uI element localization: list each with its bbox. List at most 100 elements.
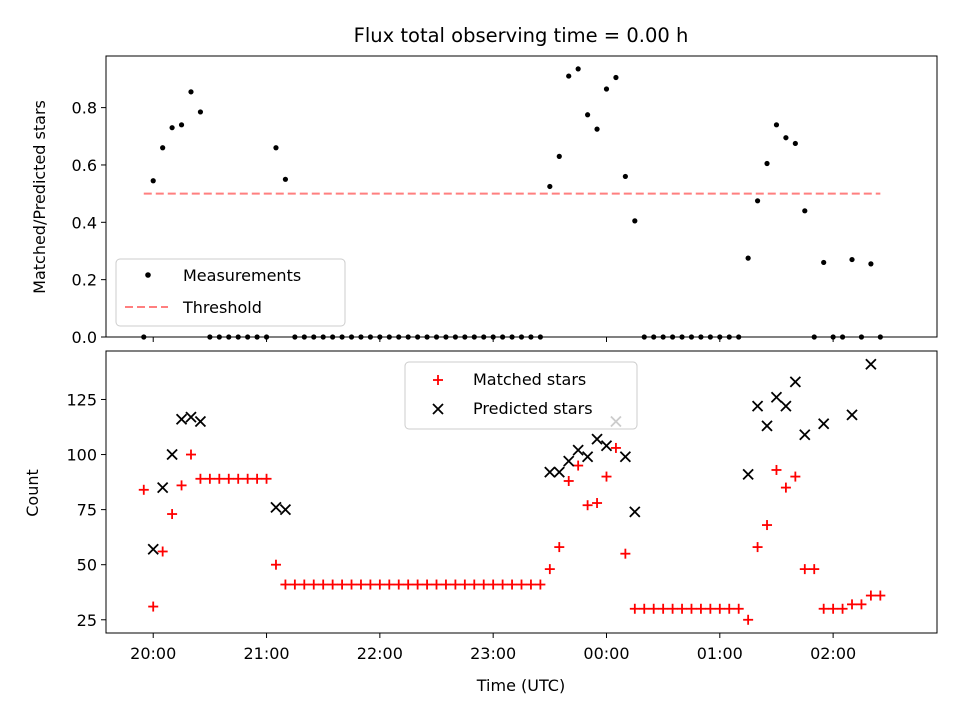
measurement-point — [537, 334, 543, 340]
measurement-point — [226, 334, 232, 340]
matched-star-point — [214, 473, 225, 484]
predicted-star-point — [572, 444, 584, 456]
matched-star-point — [497, 579, 508, 590]
predicted-star-point — [742, 468, 754, 481]
predicted-star-point — [846, 409, 858, 421]
ratio-y-tick-label: 0.8 — [72, 99, 97, 118]
measurement-point — [424, 334, 430, 340]
measurement-point — [452, 334, 458, 340]
matched-star-point — [677, 603, 688, 614]
legend-predicted-marker — [432, 403, 444, 415]
matched-star-point — [686, 603, 697, 614]
matched-star-point — [752, 542, 763, 553]
matched-star-point — [762, 520, 773, 531]
matched-star-point — [431, 579, 442, 590]
count-plot-frame — [105, 350, 938, 634]
measurement-point — [622, 173, 628, 180]
measurement-point — [679, 334, 685, 340]
matched-star-point — [610, 442, 621, 453]
predicted-star-point — [563, 455, 575, 467]
matched-star-point — [393, 579, 404, 590]
measurement-point — [160, 145, 166, 151]
measurement-point — [443, 334, 449, 340]
count-x-tick-label: 22:00 — [357, 644, 403, 663]
matched-star-point — [629, 603, 640, 614]
matched-star-point — [648, 603, 659, 614]
predicted-star-point — [185, 411, 197, 423]
predicted-star-point — [818, 418, 830, 430]
measurement-point — [783, 135, 789, 141]
matched-star-point — [799, 564, 810, 575]
matched-star-point — [695, 603, 706, 614]
matched-star-point — [743, 614, 754, 625]
count-legend-box — [404, 361, 638, 430]
measurement-point — [415, 334, 421, 340]
ratio-plot-area — [141, 66, 883, 340]
measurement-point — [811, 334, 817, 340]
ratio-y-tick-label: 0.2 — [72, 271, 97, 290]
matched-star-point — [422, 579, 433, 590]
matched-star-point — [138, 484, 149, 495]
measurement-point — [858, 334, 865, 340]
matched-star-point — [148, 601, 159, 612]
predicted-star-point — [157, 481, 169, 494]
measurement-point — [669, 334, 676, 340]
measurement-point — [150, 178, 156, 184]
matched-star-point — [252, 473, 263, 484]
matched-star-point — [261, 473, 272, 484]
measurement-point — [141, 334, 147, 340]
measurement-point — [377, 334, 383, 340]
predicted-star-point — [270, 501, 282, 514]
measurement-point — [821, 259, 827, 266]
measurement-point — [698, 334, 704, 340]
matched-star-point — [204, 473, 215, 484]
matched-star-point — [828, 603, 839, 614]
measurement-point — [386, 334, 392, 340]
matched-star-point — [856, 599, 867, 610]
matched-star-point — [658, 603, 669, 614]
matched-star-point — [450, 579, 461, 590]
matched-star-point — [384, 579, 395, 590]
measurement-point — [764, 160, 770, 167]
measurement-point — [632, 218, 638, 224]
predicted-star-point — [789, 376, 801, 388]
measurement-point — [339, 334, 345, 340]
count-y-tick-label: 50 — [77, 556, 97, 575]
measurement-point — [471, 334, 477, 340]
measurement-point — [603, 86, 610, 92]
measurement-point — [745, 255, 751, 261]
measurement-point — [754, 198, 761, 204]
count-panel: 25 50 75 100 125 20:00 21:00 22:00 23:00 00:00 01… — [23, 350, 938, 695]
matched-star-point — [242, 473, 253, 484]
matched-star-point — [403, 579, 414, 590]
matched-star-point — [714, 603, 725, 614]
matched-star-point — [318, 579, 329, 590]
count-y-tick-label: 125 — [66, 390, 97, 409]
count-x-tick-label: 01:00 — [697, 644, 743, 663]
matched-star-point — [582, 500, 593, 511]
measurement-point — [405, 334, 411, 340]
count-x-tick-label: 00:00 — [583, 644, 629, 663]
measurement-point — [481, 334, 487, 340]
matched-star-point — [185, 449, 196, 460]
matched-star-point — [601, 471, 612, 482]
measurement-point — [877, 334, 883, 340]
matched-star-point — [780, 482, 791, 493]
measurement-point — [688, 334, 695, 340]
measurement-point — [358, 334, 364, 340]
predicted-star-point — [619, 451, 632, 463]
ratio-legend: Measurements Threshold — [115, 258, 346, 327]
measurement-point — [717, 334, 723, 340]
measurement-point — [773, 122, 780, 128]
matched-star-point — [478, 579, 489, 590]
matched-star-point — [837, 603, 848, 614]
chart-title: Flux total observing time = 0.00 h — [354, 24, 689, 47]
count-y-tick-label: 75 — [77, 501, 97, 520]
measurement-point — [849, 256, 855, 263]
measurement-point — [726, 334, 732, 340]
measurement-point — [273, 145, 279, 151]
legend-predicted-label: Predicted stars — [473, 399, 593, 418]
measurement-point — [518, 334, 525, 340]
predicted-star-point — [629, 506, 641, 518]
matched-star-point — [308, 579, 319, 590]
